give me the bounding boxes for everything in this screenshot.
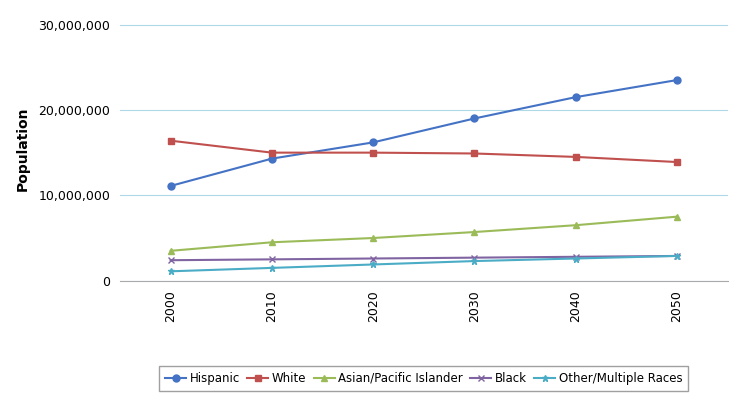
Black: [166, 258, 175, 263]
White: [267, 150, 276, 155]
Other/Multiple Races: [672, 253, 681, 258]
Black: [267, 257, 276, 262]
Other/Multiple Races: [267, 265, 276, 270]
Hispanic: [267, 156, 276, 161]
Asian/Pacific Islander: [166, 248, 175, 253]
White: [672, 160, 681, 164]
Black: [369, 256, 377, 261]
Other/Multiple Races: [369, 262, 377, 267]
Hispanic: [166, 184, 175, 188]
Line: Other/Multiple Races: Other/Multiple Races: [167, 253, 680, 275]
Asian/Pacific Islander: [572, 223, 580, 228]
Asian/Pacific Islander: [672, 214, 681, 219]
Line: Hispanic: Hispanic: [167, 77, 680, 189]
Legend: Hispanic, White, Asian/Pacific Islander, Black, Other/Multiple Races: Hispanic, White, Asian/Pacific Islander,…: [159, 366, 688, 391]
Hispanic: [470, 116, 478, 121]
Black: [672, 253, 681, 258]
Hispanic: [572, 95, 580, 99]
Asian/Pacific Islander: [369, 236, 377, 241]
Black: [572, 254, 580, 259]
White: [166, 138, 175, 143]
Asian/Pacific Islander: [267, 240, 276, 245]
Line: Asian/Pacific Islander: Asian/Pacific Islander: [167, 213, 680, 254]
White: [369, 150, 377, 155]
Hispanic: [369, 140, 377, 145]
Line: Black: Black: [167, 253, 680, 264]
Other/Multiple Races: [166, 269, 175, 274]
Other/Multiple Races: [572, 256, 580, 261]
Black: [470, 255, 478, 260]
Asian/Pacific Islander: [470, 230, 478, 235]
White: [572, 154, 580, 159]
Y-axis label: Population: Population: [16, 106, 30, 190]
Hispanic: [672, 78, 681, 83]
White: [470, 151, 478, 156]
Line: White: White: [167, 137, 680, 166]
Other/Multiple Races: [470, 259, 478, 263]
